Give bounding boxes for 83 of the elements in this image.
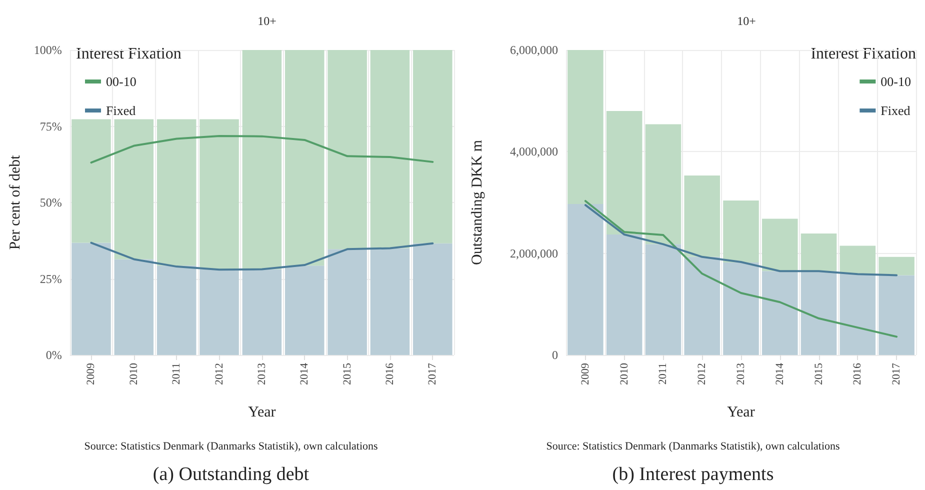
legend-label: 00-10 [106, 74, 136, 89]
bar [200, 119, 239, 270]
bar [840, 246, 876, 274]
bar [413, 50, 452, 244]
y-tick-label: 4,000,000 [510, 144, 558, 159]
x-tick-label: 2010 [128, 362, 140, 385]
line-series [90, 242, 434, 271]
legend-title: Interest Fixation [76, 46, 182, 62]
line-series [90, 135, 434, 164]
x-tick-label: 2014 [298, 362, 311, 385]
y-tick-label: 0 [552, 348, 558, 362]
x-tick-label: 2014 [774, 362, 786, 385]
text: (b) Interest payments [612, 464, 774, 485]
bar [284, 50, 324, 266]
x-tick-label: 2010 [618, 362, 630, 385]
x-tick-label: 2015 [812, 362, 825, 385]
bar [242, 50, 282, 270]
line-series [584, 204, 898, 276]
y-tick-label: 25% [40, 272, 62, 286]
y-tick-label: 75% [40, 119, 62, 134]
x-tick-label: 2012 [696, 363, 708, 385]
y-axis-title: Outstanding DKK m [470, 140, 486, 265]
source-note: Source: Statistics Denmark (Danmarks Statistik), own calculations [84, 440, 378, 452]
x-tick-label: 2009 [579, 362, 592, 385]
legend-label: Fixed [880, 103, 911, 118]
bar [328, 249, 367, 355]
x-tick-label: 2012 [213, 363, 226, 385]
x-tick-label: 2017 [890, 362, 903, 385]
legend-label: Fixed [106, 103, 136, 118]
bar [684, 176, 720, 257]
chart-subtitle: 10+ [258, 14, 277, 28]
bar [606, 234, 642, 355]
x-tick-label: 2015 [341, 362, 354, 385]
bar [328, 50, 367, 250]
line-series [584, 200, 898, 338]
bar [878, 275, 914, 355]
bar [242, 269, 282, 355]
bar [762, 218, 798, 272]
chart-subtitle: 10+ [737, 14, 756, 28]
bar [878, 256, 914, 276]
bar [72, 119, 111, 243]
y-tick-label: 0% [46, 348, 62, 362]
bar [156, 266, 196, 355]
bar [684, 256, 720, 355]
x-axis-title: Year [727, 404, 755, 420]
bar [370, 50, 410, 248]
bar [723, 200, 759, 262]
y-axis-title: Per cent of debt [8, 154, 24, 250]
bar [645, 244, 682, 355]
x-tick-label: 2011 [170, 363, 183, 385]
bar [200, 269, 239, 355]
bar [156, 119, 196, 266]
x-tick-label: 2011 [657, 363, 670, 385]
bar [645, 124, 682, 244]
bar [606, 111, 642, 235]
y-tick-label: 6,000,000 [510, 43, 558, 57]
bar [723, 262, 759, 355]
bar [568, 204, 604, 355]
bar [762, 271, 798, 355]
y-tick-label: 2,000,000 [510, 246, 558, 260]
legend-title: Interest Fixation [810, 46, 916, 62]
bar [284, 266, 324, 355]
bar [72, 242, 111, 355]
bar [800, 271, 837, 355]
bar [114, 259, 154, 355]
x-tick-label: 2013 [256, 362, 268, 385]
y-tick-label: 50% [40, 196, 62, 210]
bar [800, 234, 837, 272]
bar [370, 248, 410, 355]
x-tick-label: 2017 [426, 362, 439, 385]
bar [840, 274, 876, 355]
y-tick-label: 100% [34, 43, 62, 57]
x-tick-label: 2016 [852, 362, 864, 385]
x-tick-label: 2009 [85, 362, 98, 385]
x-tick-label: 2016 [384, 362, 396, 385]
legend-label: 00-10 [880, 74, 912, 89]
x-tick-label: 2013 [735, 362, 747, 385]
bar [568, 50, 604, 204]
bar [413, 243, 452, 355]
text: (a) Outstanding debt [152, 464, 310, 485]
source-note: Source: Statistics Denmark (Danmarks Statistik), own calculations [546, 440, 840, 452]
x-axis-title: Year [248, 404, 276, 420]
bar [114, 119, 154, 260]
